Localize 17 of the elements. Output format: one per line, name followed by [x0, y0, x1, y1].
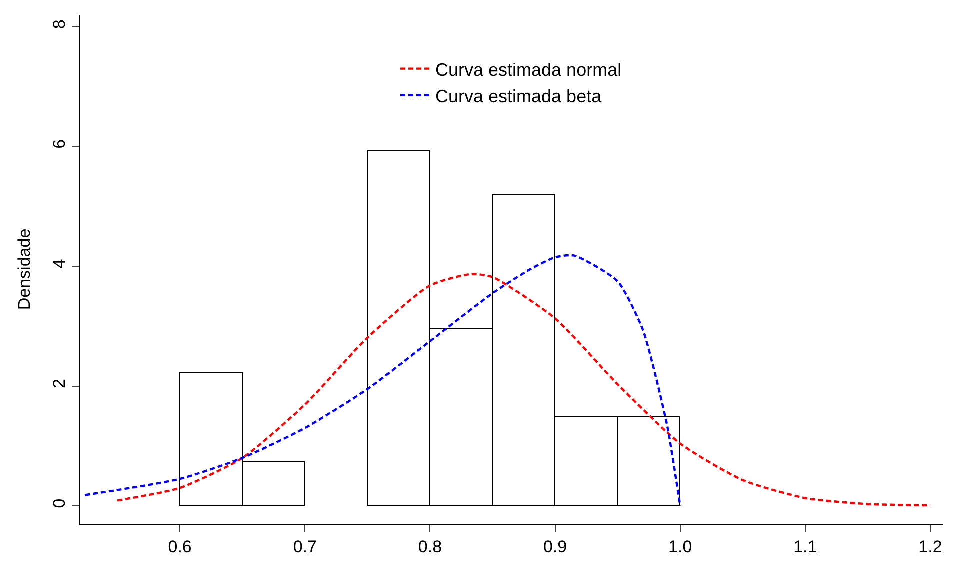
x-tick-label: 0.9 [543, 537, 568, 556]
x-tick-label: 0.6 [168, 537, 192, 556]
y-tick-label: 2 [50, 378, 70, 388]
y-axis-title: Densidade [14, 228, 34, 310]
y-tick-label: 0 [50, 498, 70, 508]
x-tick-label: 0.7 [293, 537, 317, 556]
legend-label: Curva estimada beta [436, 86, 603, 106]
y-tick-label: 4 [50, 259, 70, 269]
x-tick-label: 0.8 [418, 537, 442, 556]
legend-label: Curva estimada normal [436, 60, 622, 80]
x-tick-label: 1.1 [794, 537, 818, 556]
x-tick-label: 1.0 [668, 537, 692, 556]
line-series [116, 273, 932, 507]
y-tick-label: 6 [50, 139, 70, 149]
x-tick-label: 1.2 [918, 537, 942, 556]
y-tick-label: 8 [50, 20, 70, 30]
line-series [84, 254, 682, 508]
